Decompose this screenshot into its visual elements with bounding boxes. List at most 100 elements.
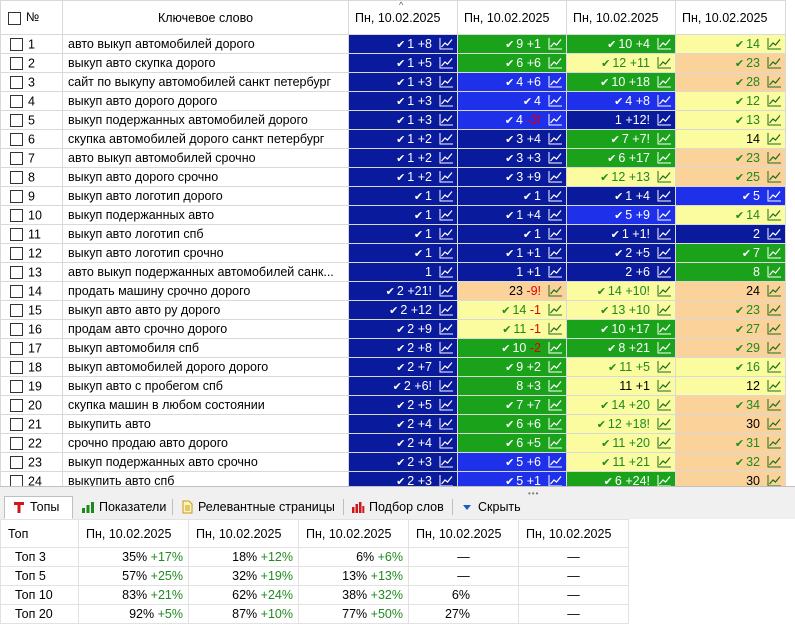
position-cell[interactable]: ✔ 2 +4 — [348, 433, 458, 453]
header-date-column-3[interactable]: Пн, 10.02.2025 — [566, 0, 676, 35]
row-checkbox[interactable] — [10, 75, 23, 89]
position-cell[interactable]: ✔ 1 — [348, 224, 458, 244]
chart-icon[interactable] — [439, 189, 454, 202]
position-cell[interactable]: 1 +12! — [566, 110, 676, 130]
chart-icon[interactable] — [548, 246, 563, 259]
chart-icon[interactable] — [767, 379, 782, 392]
row-num-cell[interactable]: 8 — [0, 167, 63, 187]
position-cell[interactable]: ✔ 2 +7 — [348, 357, 458, 377]
table-row[interactable]: 20 скупка машин в любом состоянии ✔ 2 +5 ✔ 7 … — [0, 395, 786, 415]
row-num-cell[interactable]: 7 — [0, 148, 63, 168]
chart-icon[interactable] — [548, 474, 563, 486]
row-num-cell[interactable]: 20 — [0, 395, 63, 415]
keyword-cell[interactable]: продам авто срочно дорого — [62, 319, 349, 339]
chart-icon[interactable] — [767, 455, 782, 468]
row-num-cell[interactable]: 11 — [0, 224, 63, 244]
position-cell[interactable]: ✔ 2 +6! — [348, 376, 458, 396]
position-cell[interactable]: ✔ 6 +24! — [566, 471, 676, 486]
chart-icon[interactable] — [657, 436, 672, 449]
chart-icon[interactable] — [548, 455, 563, 468]
position-cell[interactable]: 2 +6 — [566, 262, 676, 282]
keyword-cell[interactable]: выкуп авто дорого срочно — [62, 167, 349, 187]
table-row[interactable]: 1 авто выкуп автомобилей дорого ✔ 1 +8 ✔ 9 +1… — [0, 34, 786, 54]
position-cell[interactable]: ✔ 2 +4 — [348, 414, 458, 434]
chart-icon[interactable] — [657, 398, 672, 411]
position-cell[interactable]: ✔ 1 +3 — [348, 91, 458, 111]
position-cell[interactable]: ✔ 1 — [457, 186, 567, 206]
row-num-cell[interactable]: 5 — [0, 110, 63, 130]
position-cell[interactable]: ✔ 2 +8 — [348, 338, 458, 358]
chart-icon[interactable] — [439, 75, 454, 88]
chart-icon[interactable] — [439, 132, 454, 145]
position-cell[interactable]: 8 — [675, 262, 786, 282]
row-num-cell[interactable]: 1 — [0, 34, 63, 54]
chart-icon[interactable] — [657, 417, 672, 430]
chart-icon[interactable] — [439, 455, 454, 468]
row-checkbox[interactable] — [10, 398, 23, 412]
position-cell[interactable]: ✔ 10 -2 — [457, 338, 567, 358]
position-cell[interactable]: ✔ 23 — [675, 300, 786, 320]
position-cell[interactable]: ✔ 14 -1 — [457, 300, 567, 320]
position-cell[interactable]: 14 — [675, 129, 786, 149]
position-cell[interactable]: ✔ 1 +8 — [348, 34, 458, 54]
position-cell[interactable]: ✔ 23 — [675, 53, 786, 73]
chart-icon[interactable] — [548, 113, 563, 126]
position-cell[interactable]: ✔ 27 — [675, 319, 786, 339]
chart-icon[interactable] — [548, 417, 563, 430]
row-num-cell[interactable]: 17 — [0, 338, 63, 358]
row-checkbox[interactable] — [10, 284, 23, 298]
position-cell[interactable]: ✔ 7 +7 — [457, 395, 567, 415]
position-cell[interactable]: ✔ 32 — [675, 452, 786, 472]
table-row[interactable]: 17 выкуп автомобиля спб ✔ 2 +8 ✔ 10 -2 ✔ 8 +21 ✔… — [0, 338, 786, 358]
table-row[interactable]: 9 выкуп авто логотип дорого ✔ 1 ✔ 1 ✔ 1 +4 ✔ 5 — [0, 186, 786, 206]
keyword-cell[interactable]: выкуп авто авто ру дорого — [62, 300, 349, 320]
table-row[interactable]: 14 продать машину срочно дорого ✔ 2 +21! 23 … — [0, 281, 786, 301]
chart-icon[interactable] — [657, 56, 672, 69]
chart-icon[interactable] — [439, 94, 454, 107]
header-keyword-column[interactable]: Ключевое слово — [62, 0, 349, 35]
chart-icon[interactable] — [767, 341, 782, 354]
chart-icon[interactable] — [548, 436, 563, 449]
row-checkbox[interactable] — [10, 474, 23, 486]
chart-icon[interactable] — [767, 360, 782, 373]
position-cell[interactable]: ✔ 2 +9 — [348, 319, 458, 339]
keyword-cell[interactable]: срочно продаю авто дорого — [62, 433, 349, 453]
chart-icon[interactable] — [657, 265, 672, 278]
row-checkbox[interactable] — [10, 227, 23, 241]
chart-icon[interactable] — [767, 417, 782, 430]
position-cell[interactable]: 2 — [675, 224, 786, 244]
chart-icon[interactable] — [548, 37, 563, 50]
position-cell[interactable]: 1 — [348, 262, 458, 282]
position-cell[interactable]: ✔ 2 +12 — [348, 300, 458, 320]
tops-header-date[interactable]: Пн, 10.02.2025 — [298, 519, 409, 548]
position-cell[interactable]: ✔ 5 +9 — [566, 205, 676, 225]
keyword-cell[interactable]: продать машину срочно дорого — [62, 281, 349, 301]
position-cell[interactable]: ✔ 12 +18! — [566, 414, 676, 434]
tops-header-date[interactable]: Пн, 10.02.2025 — [78, 519, 189, 548]
position-cell[interactable]: 23 -9! — [457, 281, 567, 301]
position-cell[interactable]: ✔ 10 +18 — [566, 72, 676, 92]
position-cell[interactable]: ✔ 12 +13 — [566, 167, 676, 187]
row-checkbox[interactable] — [10, 94, 23, 108]
chart-icon[interactable] — [439, 303, 454, 316]
position-cell[interactable]: ✔ 5 — [675, 186, 786, 206]
chart-icon[interactable] — [767, 132, 782, 145]
chart-icon[interactable] — [767, 322, 782, 335]
position-cell[interactable]: 8 +3 — [457, 376, 567, 396]
position-cell[interactable]: ✔ 29 — [675, 338, 786, 358]
position-cell[interactable]: ✔ 12 — [675, 91, 786, 111]
position-cell[interactable]: ✔ 5 +6 — [457, 452, 567, 472]
chart-icon[interactable] — [657, 75, 672, 88]
header-num-column[interactable]: № — [0, 0, 63, 35]
keyword-cell[interactable]: выкуп подержанных авто срочно — [62, 452, 349, 472]
row-num-cell[interactable]: 24 — [0, 471, 63, 486]
chart-icon[interactable] — [548, 227, 563, 240]
chart-icon[interactable] — [548, 170, 563, 183]
keyword-cell[interactable]: сайт по выкупу автомобилей санкт петербу… — [62, 72, 349, 92]
tops-header-date[interactable]: Пн, 10.02.2025 — [188, 519, 299, 548]
position-cell[interactable]: ✔ 10 +17 — [566, 319, 676, 339]
position-cell[interactable]: ✔ 4 +8 — [566, 91, 676, 111]
row-num-cell[interactable]: 12 — [0, 243, 63, 263]
table-row[interactable]: 7 авто выкуп автомобилей срочно ✔ 1 +2 ✔ 3 +3… — [0, 148, 786, 168]
chart-icon[interactable] — [657, 322, 672, 335]
